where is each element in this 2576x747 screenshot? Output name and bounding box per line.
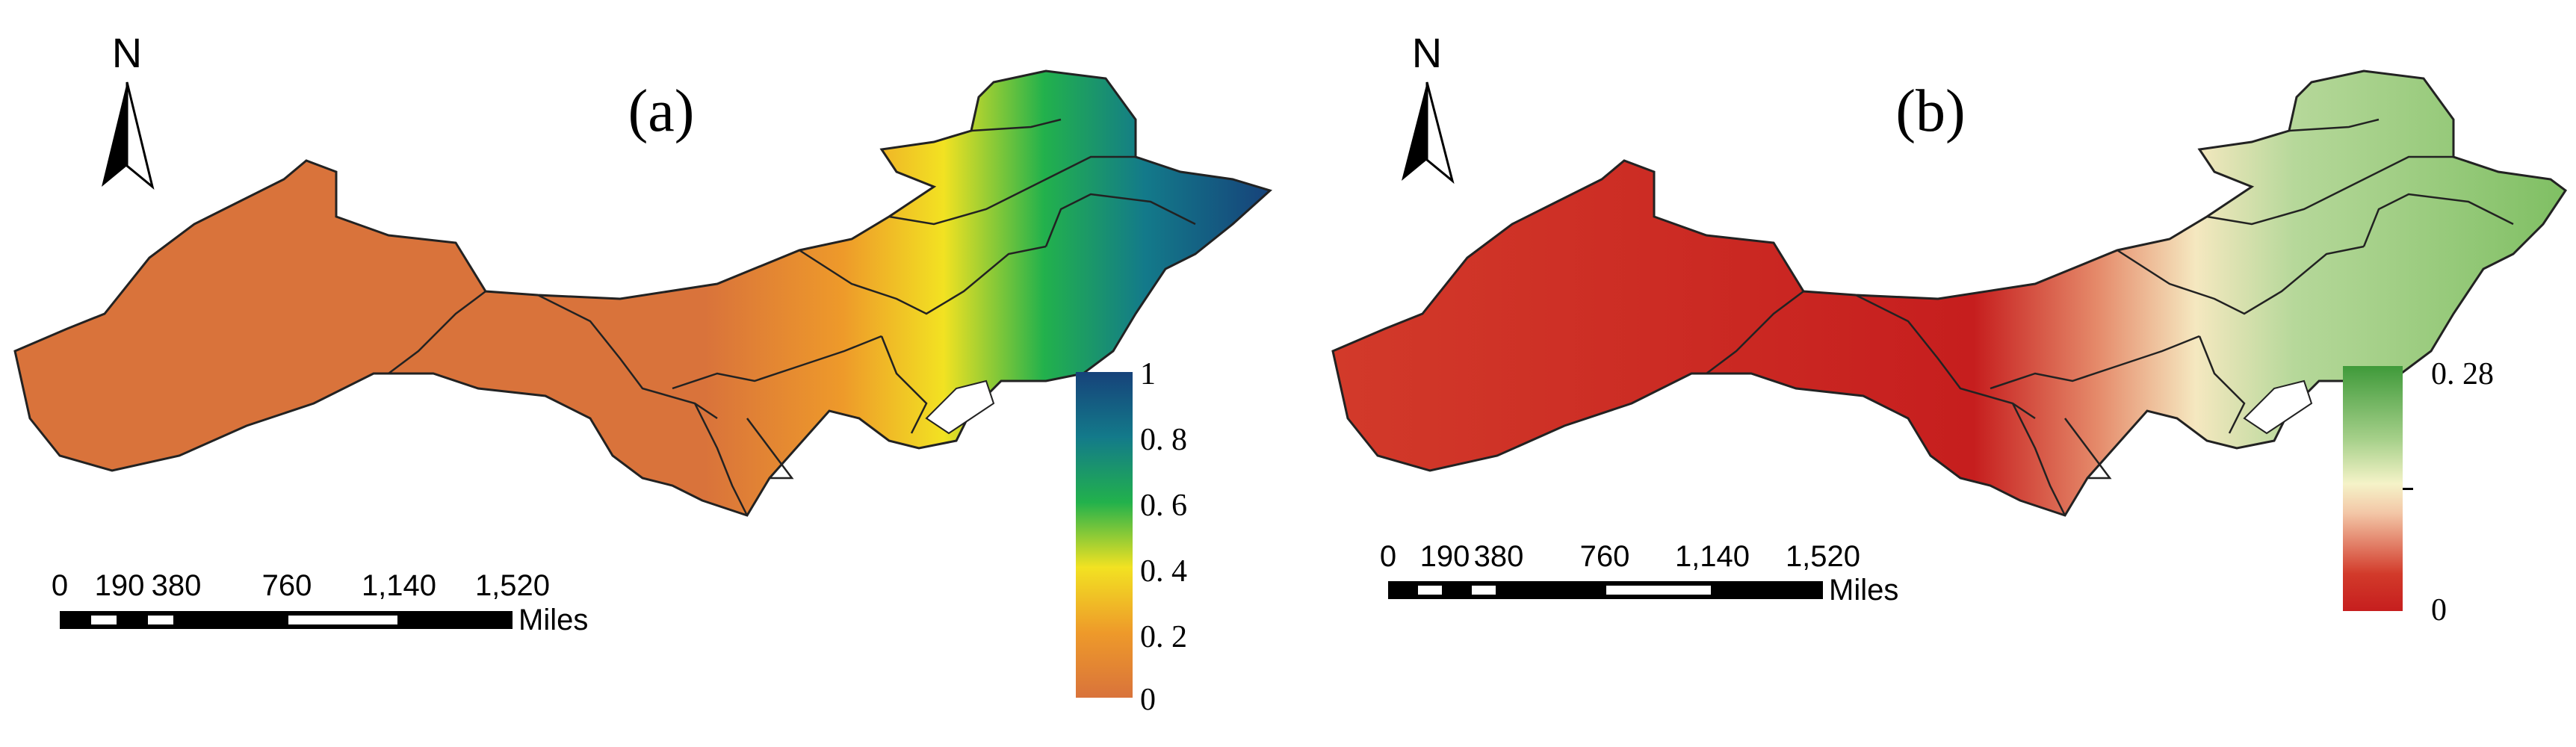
legend-colorbar-b xyxy=(2343,366,2403,611)
legend-midtick-b xyxy=(2403,488,2413,490)
bay-a xyxy=(925,379,995,435)
north-arrow-left-icon xyxy=(102,82,127,187)
legend-b: 0. 28 0 xyxy=(2343,357,2494,627)
legend-tick-a-5: 0 xyxy=(1140,683,1156,717)
scale-tick-b-4: 1,140 xyxy=(1675,540,1750,573)
north-arrow-left-icon xyxy=(1402,82,1427,181)
scale-seg-b-3 xyxy=(1606,586,1711,595)
scale-bar-base-b xyxy=(1388,581,1823,599)
scale-tick-b-3: 760 xyxy=(1580,540,1630,573)
legend-colorbar-a xyxy=(1076,372,1133,698)
legend-tick-a-1: 0. 8 xyxy=(1140,423,1187,457)
north-arrow-right-icon xyxy=(1425,81,1455,185)
scale-bar-base-a xyxy=(60,611,513,629)
scale-tick-a-1: 190 xyxy=(95,569,145,602)
scale-tick-a-2: 380 xyxy=(152,569,202,602)
scale-seg-a-1 xyxy=(91,616,117,624)
legend-tick-b-1: 0 xyxy=(2431,593,2447,627)
north-letter-b: N xyxy=(1412,29,1442,76)
north-letter-a: N xyxy=(112,29,142,76)
legend-tick-a-4: 0. 2 xyxy=(1140,620,1187,654)
scale-tick-a-5: 1,520 xyxy=(475,569,550,602)
map-panel-a: (a) N 0 190 380 760 1,140 1,520 Miles 1 … xyxy=(13,29,1272,717)
panel-label-b: (b) xyxy=(1895,78,1965,144)
scale-tick-b-1: 190 xyxy=(1420,540,1470,573)
north-arrow-right-icon xyxy=(126,81,155,190)
legend-a: 1 0. 8 0. 6 0. 4 0. 2 0 xyxy=(1076,357,1187,717)
scale-bar-a: 0 190 380 760 1,140 1,520 Miles xyxy=(52,569,588,636)
scale-seg-b-1 xyxy=(1418,586,1442,595)
province-borders-a xyxy=(388,118,1196,516)
scale-tick-a-0: 0 xyxy=(52,569,68,602)
scale-seg-a-2 xyxy=(148,616,173,624)
legend-tick-b-0: 0. 28 xyxy=(2431,357,2494,391)
map-a-svg: (a) N 0 190 380 760 1,140 1,520 Miles 1 … xyxy=(13,29,1272,717)
scale-tick-b-0: 0 xyxy=(1380,540,1396,573)
scale-unit-a: Miles xyxy=(518,604,588,636)
scale-tick-b-5: 1,520 xyxy=(1786,540,1860,573)
legend-tick-a-0: 1 xyxy=(1140,357,1156,391)
scale-seg-b-2 xyxy=(1472,586,1496,595)
scale-tick-a-4: 1,140 xyxy=(362,569,436,602)
bay-b xyxy=(2243,379,2313,435)
north-arrow-b: N xyxy=(1402,29,1455,185)
province-borders-b xyxy=(1706,118,2514,516)
panel-label-a: (a) xyxy=(628,78,695,144)
scale-unit-b: Miles xyxy=(1829,574,1898,607)
scale-tick-b-2: 380 xyxy=(1474,540,1524,573)
scale-seg-a-3 xyxy=(288,616,397,624)
map-panel-b: (b) N 0 190 380 760 1,140 1,520 Miles 0.… xyxy=(1288,0,2576,747)
north-arrow-a: N xyxy=(102,29,155,190)
scale-tick-a-3: 760 xyxy=(262,569,312,602)
legend-tick-a-3: 0. 4 xyxy=(1140,554,1187,589)
map-b-svg: (b) N 0 190 380 760 1,140 1,520 Miles 0.… xyxy=(1331,29,2568,627)
scale-bar-b: 0 190 380 760 1,140 1,520 Miles xyxy=(1380,540,1898,607)
legend-tick-a-2: 0. 6 xyxy=(1140,489,1187,523)
